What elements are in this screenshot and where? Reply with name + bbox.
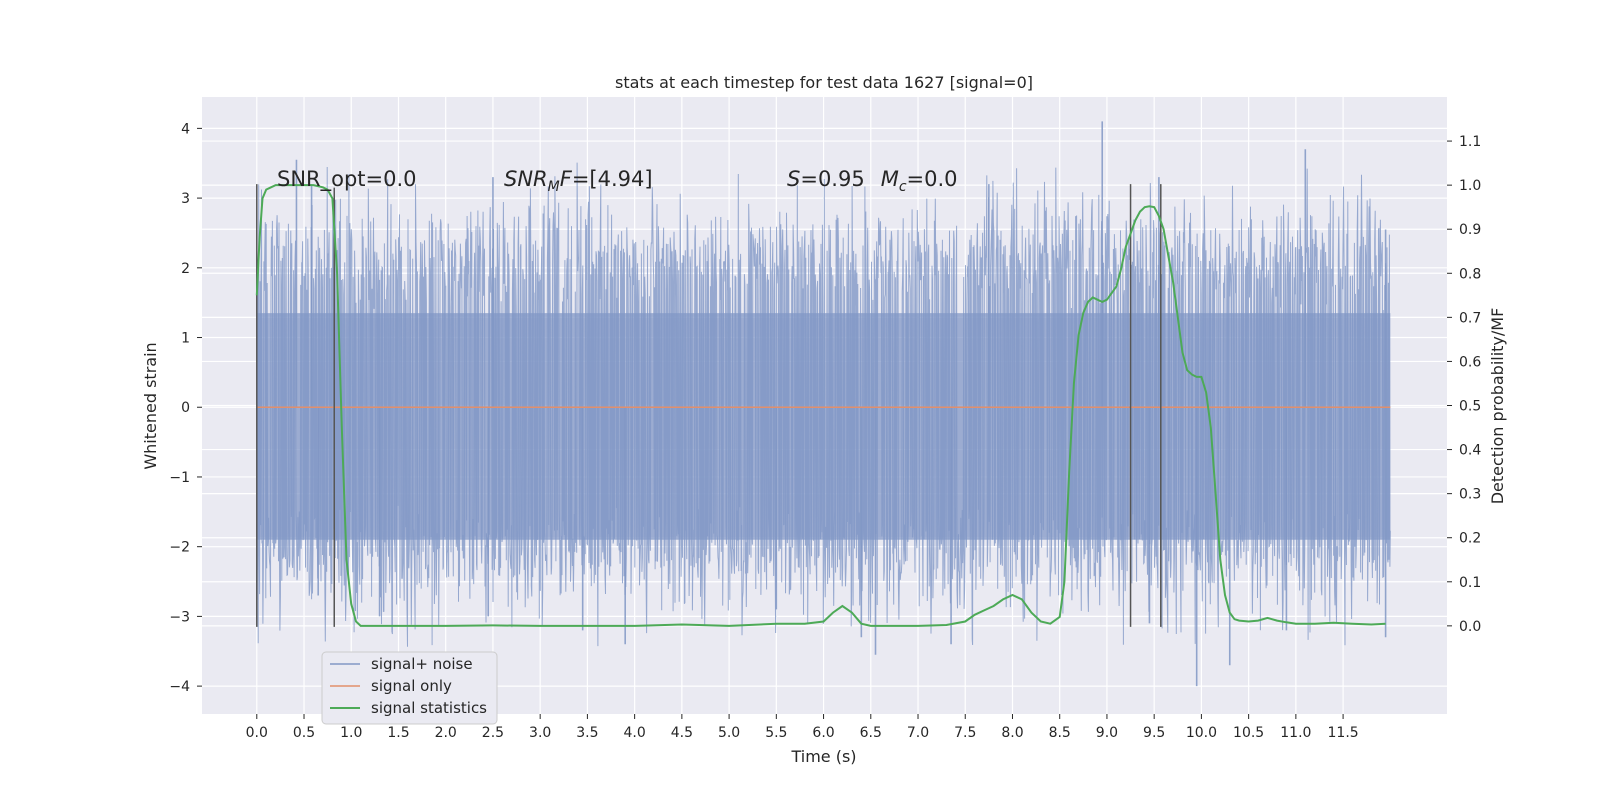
y2-tick-label: 0.5 (1459, 399, 1481, 415)
annotations: SNR_opt=0.0 SNRMF=[4.94] S=0.95 Mc=0.0 (277, 167, 958, 195)
x-tick-label: 0.5 (293, 725, 315, 741)
vertical-markers (256, 184, 1162, 627)
chart-title: stats at each timestep for test data 162… (615, 73, 1033, 92)
y2-tick-label: 0.8 (1459, 266, 1481, 282)
signal-statistics-line (255, 184, 1386, 627)
y2-tick-label: 1.0 (1459, 178, 1481, 194)
y2-tick-label: 0.4 (1459, 443, 1481, 459)
x-tick-label: 6.0 (812, 725, 834, 741)
y-tick-label: −2 (169, 540, 190, 556)
y2-axis-label: Detection probability/MF (1488, 308, 1507, 505)
y2-tick-label: 0.7 (1459, 310, 1481, 326)
axes: 0.0 0.5 1.0 1.5 2.0 2.5 3.0 3.5 4.0 4.5 5.0 5.5 6.0 6… (169, 121, 1481, 741)
x-tick-label: 11.5 (1328, 725, 1359, 741)
annotation-stats: S=0.95 Mc=0.0 (787, 167, 958, 195)
x-tick-label: 9.5 (1143, 725, 1165, 741)
annotation-snr-mf-main: SNR (504, 167, 548, 191)
annotation-s-label: S (787, 167, 800, 191)
y2-tick-label: 0.3 (1459, 487, 1481, 503)
annotation-snr-opt: SNR_opt=0.0 (277, 167, 417, 192)
x-tick-label: 2.0 (435, 725, 457, 741)
x-tick-label: 7.5 (954, 725, 976, 741)
y-tick-label: 1 (181, 331, 190, 347)
annotation-s-value: =0.95 (800, 167, 864, 191)
annotation-mc-label: M (881, 167, 899, 191)
annotation-snr-mf-value: =[4.94] (572, 167, 653, 191)
x-tick-label: 10.0 (1186, 725, 1217, 741)
x-tick-label: 1.5 (387, 725, 409, 741)
annotation-mc-value: =0.0 (907, 167, 958, 191)
y-tick-label: −4 (169, 679, 190, 695)
x-axis-label: Time (s) (790, 747, 856, 766)
x-tick-label: 5.5 (765, 725, 787, 741)
y-axis-label: Whitened strain (141, 342, 160, 469)
legend-label-signal-noise: signal+ noise (371, 655, 473, 673)
y-tick-label: 4 (181, 121, 190, 137)
x-tick-label: 3.5 (576, 725, 598, 741)
x-tick-label: 7.0 (907, 725, 929, 741)
x-tick-label: 10.5 (1233, 725, 1264, 741)
x-tick-label: 5.0 (718, 725, 740, 741)
y2-tick-label: 0.9 (1459, 222, 1481, 238)
x-tick-label: 11.0 (1280, 725, 1311, 741)
x-tick-label: 0.0 (246, 725, 268, 741)
x-tick-label: 2.5 (482, 725, 504, 741)
x-tick-label: 9.0 (1096, 725, 1118, 741)
y-tick-label: 0 (181, 400, 190, 416)
x-tick-label: 1.0 (340, 725, 362, 741)
annotation-snr-mf-tail: F (560, 167, 573, 191)
annotation-mc-sub: c (899, 179, 907, 195)
y2-tick-label: 1.1 (1459, 134, 1481, 150)
y2-tick-label: 0.2 (1459, 531, 1481, 547)
y-tick-label: −3 (169, 609, 190, 625)
x-tick-label: 8.0 (1001, 725, 1023, 741)
y-tick-label: −1 (169, 470, 190, 486)
legend-label-signal-only: signal only (371, 677, 452, 695)
y2-tick-label: 0.6 (1459, 354, 1481, 370)
x-tick-label: 3.0 (529, 725, 551, 741)
noise-trace (256, 162, 1391, 647)
y-tick-label: 2 (181, 261, 190, 277)
noise-series (256, 121, 1391, 687)
x-tick-label: 6.5 (860, 725, 882, 741)
y-tick-label: 3 (181, 191, 190, 207)
legend-label-signal-statistics: signal statistics (371, 699, 487, 717)
x-tick-label: 4.5 (671, 725, 693, 741)
y2-tick-label: 0.0 (1459, 619, 1481, 635)
signal-statistics-series (255, 184, 1386, 627)
y2-tick-label: 0.1 (1459, 575, 1481, 591)
x-tick-label: 4.0 (623, 725, 645, 741)
legend: signal+ noise signal only signal statist… (321, 651, 498, 725)
annotation-snr-mf-sub: M (548, 179, 560, 195)
x-tick-label: 8.5 (1049, 725, 1071, 741)
legend-box (321, 651, 498, 725)
annotation-snr-mf: SNRMF=[4.94] (504, 167, 653, 195)
